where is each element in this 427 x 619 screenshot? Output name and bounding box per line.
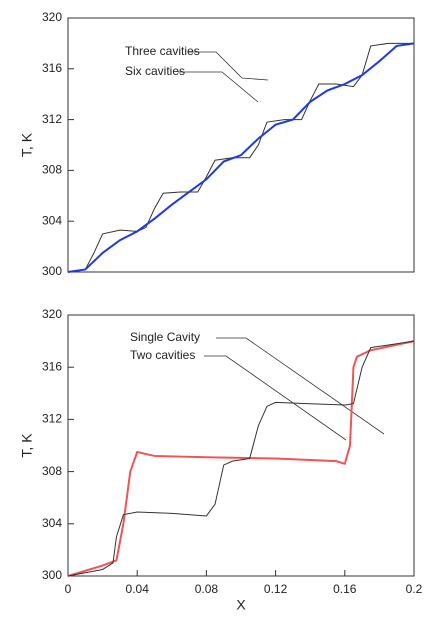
series-line bbox=[67, 340, 415, 577]
y-tick-label: 308 bbox=[42, 163, 62, 177]
y-axis-label: T, K bbox=[19, 433, 35, 458]
x-tick-label: 0.08 bbox=[195, 582, 219, 596]
leader-line bbox=[188, 51, 269, 81]
x-tick-label: 0.16 bbox=[333, 582, 357, 596]
y-tick-label: 300 bbox=[42, 568, 62, 582]
y-tick-label: 316 bbox=[42, 61, 62, 75]
leader-line bbox=[178, 71, 259, 103]
y-axis-label: T, K bbox=[19, 132, 35, 157]
y-tick-label: 320 bbox=[42, 307, 62, 321]
y-tick-label: 320 bbox=[42, 10, 62, 24]
y-tick-label: 312 bbox=[42, 112, 62, 126]
x-tick-label: 0.04 bbox=[126, 582, 150, 596]
series-line bbox=[67, 42, 415, 273]
x-tick-label: 0.2 bbox=[406, 582, 423, 596]
x-tick-label: 0 bbox=[65, 582, 72, 596]
y-tick-label: 304 bbox=[42, 213, 62, 227]
y-tick-label: 308 bbox=[42, 464, 62, 478]
annotation: Three cavities bbox=[125, 44, 200, 58]
x-tick-label: 0.12 bbox=[264, 582, 288, 596]
leader-line bbox=[216, 337, 385, 435]
y-tick-label: 316 bbox=[42, 359, 62, 373]
annotation: Single Cavity bbox=[130, 330, 200, 344]
x-axis-label: X bbox=[236, 597, 246, 613]
plot-frame bbox=[67, 17, 415, 273]
series-line bbox=[67, 42, 414, 273]
y-tick-label: 304 bbox=[42, 516, 62, 530]
leader-line bbox=[204, 355, 347, 441]
y-tick-label: 300 bbox=[42, 264, 62, 278]
y-tick-label: 312 bbox=[42, 412, 62, 426]
series-line bbox=[67, 340, 415, 577]
annotation: Six cavities bbox=[125, 64, 185, 78]
annotation: Two cavities bbox=[130, 348, 195, 362]
plot-frame bbox=[67, 314, 415, 577]
